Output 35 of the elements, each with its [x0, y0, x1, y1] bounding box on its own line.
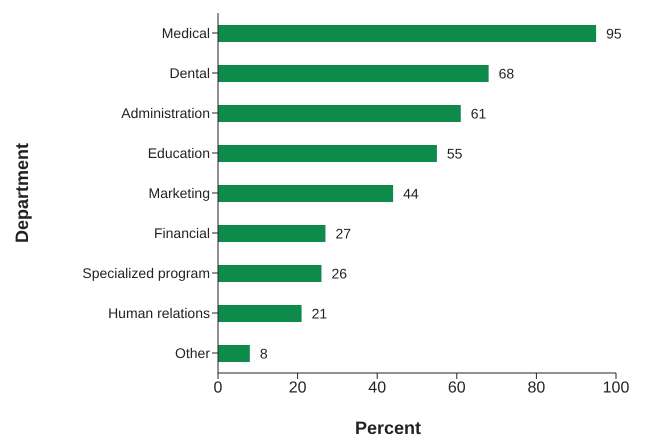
bar: [218, 145, 437, 162]
y-tick-label: Dental: [170, 64, 210, 81]
data-label: 55: [446, 145, 463, 162]
data-label: 68: [498, 65, 514, 82]
bar: [218, 305, 302, 322]
y-tick-label: Human relations: [108, 304, 210, 321]
x-tick-label: 60: [448, 379, 466, 396]
data-label: 8: [260, 345, 268, 362]
data-label: 44: [403, 185, 419, 202]
bar: [218, 65, 489, 82]
data-label: 21: [312, 305, 328, 322]
data-label: 61: [470, 105, 487, 122]
y-tick-label: Specialized program: [82, 264, 210, 281]
data-label: 95: [606, 25, 622, 42]
x-tick-label: 80: [528, 379, 546, 396]
bar: [218, 345, 250, 362]
y-tick-label: Administration: [121, 104, 210, 121]
y-tick-label: Education: [148, 144, 210, 161]
y-tick-label: Medical: [162, 24, 210, 41]
data-label: 26: [331, 265, 348, 282]
y-tick-label: Other: [174, 344, 210, 361]
bar: [218, 25, 596, 42]
x-tick-label: 20: [288, 379, 307, 396]
y-axis-title: Department: [12, 142, 33, 244]
bar: [218, 185, 394, 202]
bar: [218, 225, 326, 242]
y-tick-label: Marketing: [148, 184, 210, 201]
data-label: 27: [335, 225, 352, 242]
x-tick-label: 40: [368, 379, 386, 396]
x-axis-title: Percent: [354, 418, 422, 439]
x-tick-label: 0: [214, 379, 223, 396]
y-tick-label: Financial: [154, 224, 210, 241]
bar: [218, 265, 322, 282]
x-tick-label: 100: [602, 379, 630, 396]
bar: [218, 105, 461, 122]
